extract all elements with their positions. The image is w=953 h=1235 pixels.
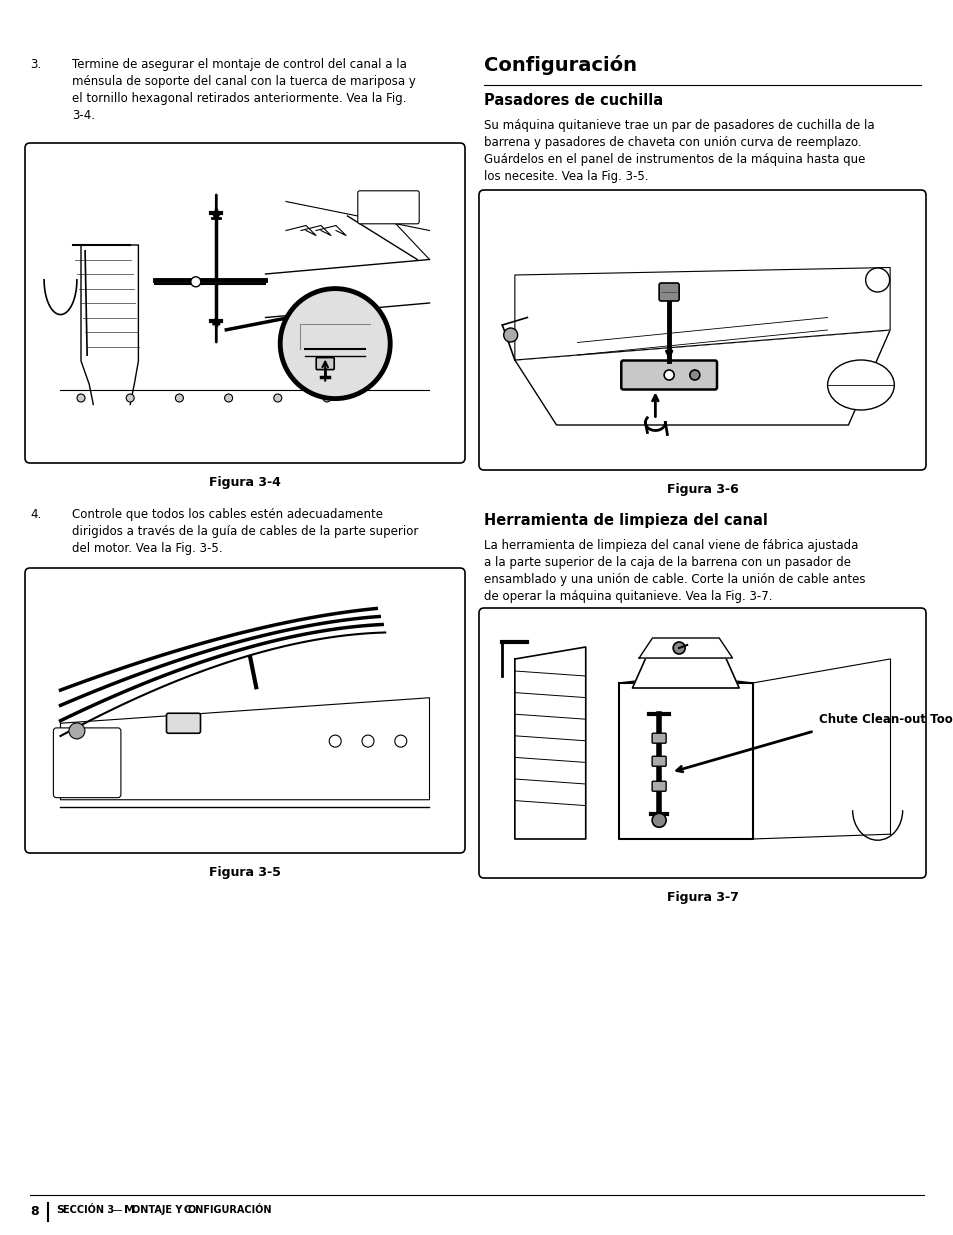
Text: ONTAJE Y: ONTAJE Y bbox=[132, 1205, 182, 1215]
Circle shape bbox=[663, 370, 674, 380]
Text: S: S bbox=[56, 1205, 64, 1215]
Polygon shape bbox=[60, 698, 429, 800]
FancyBboxPatch shape bbox=[652, 734, 665, 743]
FancyBboxPatch shape bbox=[167, 714, 200, 734]
Circle shape bbox=[77, 394, 85, 403]
FancyBboxPatch shape bbox=[315, 358, 334, 369]
Text: 4.: 4. bbox=[30, 508, 41, 521]
FancyBboxPatch shape bbox=[25, 143, 464, 463]
Circle shape bbox=[69, 722, 85, 739]
Circle shape bbox=[126, 394, 134, 403]
FancyBboxPatch shape bbox=[25, 568, 464, 853]
Text: Configuración: Configuración bbox=[483, 56, 637, 75]
Text: 3.: 3. bbox=[30, 58, 41, 70]
Circle shape bbox=[689, 370, 700, 380]
Circle shape bbox=[652, 814, 665, 827]
Text: Chute Clean-out Tool: Chute Clean-out Tool bbox=[819, 713, 953, 726]
FancyBboxPatch shape bbox=[652, 756, 665, 766]
Text: Termine de asegurar el montaje de control del canal a la
ménsula de soporte del : Termine de asegurar el montaje de contro… bbox=[71, 58, 416, 122]
Text: Herramienta de limpieza del canal: Herramienta de limpieza del canal bbox=[483, 513, 767, 529]
Text: Controle que todos los cables estén adecuadamente
dirigidos a través de la guía : Controle que todos los cables estén adec… bbox=[71, 508, 418, 555]
FancyBboxPatch shape bbox=[357, 190, 418, 224]
Circle shape bbox=[280, 289, 390, 399]
Circle shape bbox=[503, 329, 517, 342]
Text: M: M bbox=[124, 1205, 135, 1215]
FancyBboxPatch shape bbox=[53, 727, 121, 798]
FancyBboxPatch shape bbox=[659, 283, 679, 301]
Polygon shape bbox=[632, 658, 739, 688]
Polygon shape bbox=[515, 330, 889, 425]
Text: Figura 3-7: Figura 3-7 bbox=[666, 890, 738, 904]
Circle shape bbox=[395, 735, 406, 747]
FancyBboxPatch shape bbox=[652, 782, 665, 792]
Text: Su máquina quitanieve trae un par de pasadores de cuchilla de la
barrena y pasad: Su máquina quitanieve trae un par de pas… bbox=[483, 119, 874, 183]
Circle shape bbox=[175, 394, 183, 403]
Text: 8: 8 bbox=[30, 1205, 38, 1218]
Text: Pasadores de cuchilla: Pasadores de cuchilla bbox=[483, 93, 662, 107]
Text: La herramienta de limpieza del canal viene de fábrica ajustada
a la parte superi: La herramienta de limpieza del canal vie… bbox=[483, 538, 864, 603]
FancyBboxPatch shape bbox=[478, 190, 925, 471]
Circle shape bbox=[864, 268, 889, 291]
FancyBboxPatch shape bbox=[478, 608, 925, 878]
Ellipse shape bbox=[827, 359, 893, 410]
Circle shape bbox=[323, 394, 331, 403]
Text: ONFIGURACIÓN: ONFIGURACIÓN bbox=[188, 1205, 273, 1215]
Circle shape bbox=[224, 394, 233, 403]
Circle shape bbox=[191, 277, 200, 287]
Polygon shape bbox=[639, 638, 732, 658]
Circle shape bbox=[329, 735, 341, 747]
Circle shape bbox=[274, 394, 281, 403]
Text: Figura 3-6: Figura 3-6 bbox=[666, 483, 738, 496]
Text: Figura 3-4: Figura 3-4 bbox=[209, 475, 280, 489]
Text: ECCIÓN 3: ECCIÓN 3 bbox=[63, 1205, 114, 1215]
Circle shape bbox=[361, 735, 374, 747]
FancyBboxPatch shape bbox=[620, 361, 717, 389]
Text: —: — bbox=[108, 1205, 126, 1215]
Text: Figura 3-5: Figura 3-5 bbox=[209, 866, 280, 879]
Circle shape bbox=[673, 642, 684, 655]
Text: C: C bbox=[180, 1205, 192, 1215]
Polygon shape bbox=[515, 268, 889, 359]
